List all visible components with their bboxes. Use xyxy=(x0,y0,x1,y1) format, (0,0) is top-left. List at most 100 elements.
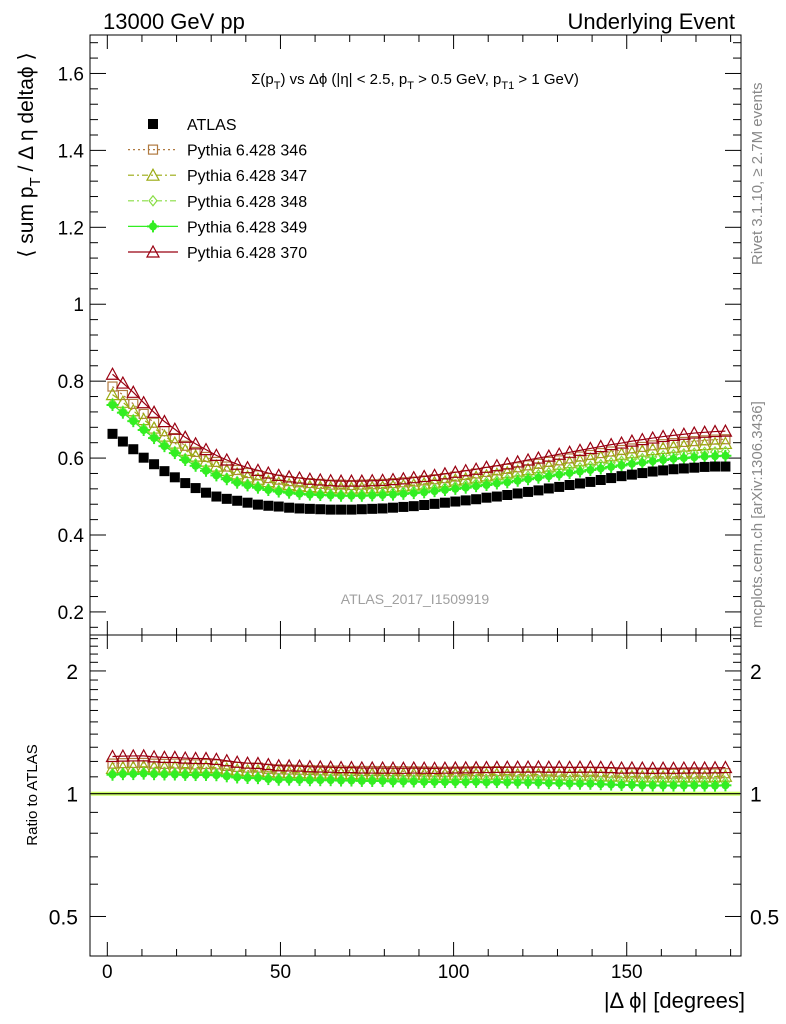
data-point xyxy=(138,408,149,419)
data-point xyxy=(645,761,660,774)
data-point xyxy=(169,472,180,483)
data-point xyxy=(614,760,629,774)
data-point xyxy=(148,768,161,781)
data-point xyxy=(647,466,658,477)
data-point xyxy=(149,459,160,470)
data-point xyxy=(699,461,710,472)
analysis-watermark: ATLAS_2017_I1509919 xyxy=(341,591,490,607)
data-point xyxy=(148,194,158,207)
data-point xyxy=(637,468,648,479)
data-point xyxy=(553,777,566,790)
data-point xyxy=(220,473,233,486)
data-point xyxy=(106,399,119,411)
data-point xyxy=(676,438,691,452)
data-point xyxy=(448,465,463,478)
data-point xyxy=(200,768,213,781)
data-point xyxy=(552,446,567,460)
data-point xyxy=(437,760,452,774)
y-tick-label: 1 xyxy=(73,295,84,316)
data-point xyxy=(179,768,192,781)
data-point xyxy=(677,779,690,792)
data-point xyxy=(210,469,223,482)
data-point xyxy=(293,487,306,500)
data-point xyxy=(292,470,307,484)
data-point xyxy=(428,485,441,498)
data-point xyxy=(720,434,731,445)
data-point xyxy=(635,760,650,774)
data-point xyxy=(698,779,711,792)
data-point xyxy=(282,758,297,772)
data-point xyxy=(458,760,473,774)
data-point xyxy=(365,760,380,774)
data-point xyxy=(136,748,151,762)
data-point xyxy=(406,470,421,484)
data-point xyxy=(179,454,192,466)
data-point xyxy=(335,774,348,787)
data-point xyxy=(614,435,629,449)
data-point xyxy=(531,450,546,464)
data-point xyxy=(697,437,712,451)
data-point xyxy=(583,441,598,455)
ratio-y-tick-label-right: 1 xyxy=(750,784,762,807)
data-point xyxy=(698,450,711,463)
data-point xyxy=(221,493,232,504)
data-point xyxy=(615,778,628,791)
data-point xyxy=(302,759,317,773)
data-point xyxy=(532,776,545,789)
data-point xyxy=(512,488,523,499)
legend-label: Pythia 6.428 370 xyxy=(187,245,307,262)
data-point xyxy=(313,472,328,486)
data-point xyxy=(666,440,681,453)
data-point xyxy=(636,779,649,792)
data-point xyxy=(147,405,162,418)
data-point xyxy=(626,469,637,480)
ratio-axis-ticks: 0.5 0.5 1 1 2 2 xyxy=(49,638,779,929)
data-point xyxy=(189,459,202,472)
data-point xyxy=(572,760,587,773)
data-point xyxy=(490,477,503,490)
data-point xyxy=(677,452,690,465)
data-point xyxy=(645,442,660,456)
series-line xyxy=(112,386,726,486)
data-point xyxy=(271,758,286,772)
y-tick-label: 1.2 xyxy=(58,218,84,239)
data-point xyxy=(126,385,141,398)
legend-label: ATLAS xyxy=(187,117,237,134)
data-point xyxy=(178,750,193,764)
data-point xyxy=(479,760,494,774)
data-point xyxy=(325,504,336,515)
data-point xyxy=(459,776,472,789)
data-point xyxy=(261,465,276,479)
ratio-y-tick-label-right: 0.5 xyxy=(750,906,779,929)
data-point xyxy=(490,776,503,789)
data-point xyxy=(115,375,130,389)
data-point xyxy=(219,753,234,767)
data-point xyxy=(668,464,679,475)
data-point xyxy=(689,462,700,473)
data-point xyxy=(137,767,150,780)
x-axis-label: |Δ ϕ| [degrees] xyxy=(604,988,745,1013)
data-point xyxy=(646,455,659,468)
data-point xyxy=(262,773,275,786)
data-point xyxy=(168,447,181,460)
x-tick-label: 50 xyxy=(270,962,291,983)
data-point xyxy=(553,468,566,481)
data-point xyxy=(167,750,182,764)
data-point xyxy=(240,460,255,474)
ratio-y-tick-label-right: 2 xyxy=(750,661,762,684)
ratio-y-tick-label: 1 xyxy=(66,784,78,807)
series-line xyxy=(112,394,726,489)
data-point xyxy=(145,167,161,181)
data-point xyxy=(408,501,419,512)
data-point xyxy=(616,471,627,482)
data-point xyxy=(231,771,244,784)
data-point xyxy=(635,443,650,457)
data-point xyxy=(168,768,181,781)
y-tick-label: 0.4 xyxy=(58,526,85,547)
data-point xyxy=(397,487,410,500)
data-point xyxy=(323,473,338,487)
data-point xyxy=(657,779,670,792)
data-point xyxy=(615,459,628,472)
data-point xyxy=(398,501,409,512)
data-point xyxy=(251,772,264,785)
